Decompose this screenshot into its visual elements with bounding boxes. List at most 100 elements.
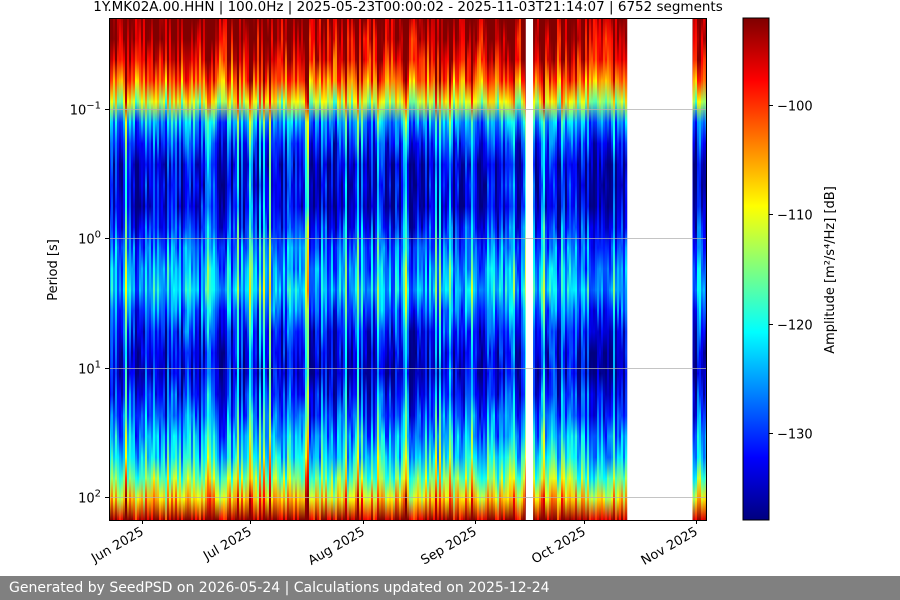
heatmap-column: [695, 18, 698, 520]
heatmap-column: [289, 18, 292, 520]
heatmap-column: [425, 18, 428, 520]
heatmap-column: [403, 18, 406, 520]
heatmap-column: [305, 18, 308, 520]
heatmap-column: [241, 18, 244, 520]
heatmap-column: [271, 18, 274, 520]
heatmap-column: [219, 18, 222, 520]
heatmap-column: [299, 18, 302, 520]
heatmap-column: [557, 18, 560, 520]
heatmap-column: [453, 18, 456, 520]
heatmap-column: [281, 18, 284, 520]
heatmap-column: [301, 18, 304, 520]
heatmap-column: [565, 18, 568, 520]
heatmap-column: [303, 18, 306, 520]
heatmap-column: [355, 18, 358, 520]
heatmap-column: [701, 18, 704, 520]
heatmap-column: [235, 18, 238, 520]
heatmap-column: [221, 18, 224, 520]
y-axis-label: Period [s]: [46, 239, 61, 301]
heatmap-column: [503, 18, 506, 520]
heatmap-column: [175, 18, 178, 520]
heatmap-column: [279, 18, 282, 520]
heatmap-column: [153, 18, 156, 520]
heatmap-column: [393, 18, 396, 520]
heatmap-column: [703, 18, 706, 520]
heatmap-column: [313, 18, 316, 520]
heatmap-column: [319, 18, 322, 520]
heatmap-column: [215, 18, 218, 520]
heatmap-column: [477, 18, 480, 520]
heatmap-column: [259, 18, 262, 520]
heatmap-column: [381, 18, 384, 520]
heatmap-column: [591, 18, 594, 520]
heatmap-column: [239, 18, 242, 520]
heatmap-column: [295, 18, 298, 520]
heatmap-column: [459, 18, 462, 520]
heatmap-column: [397, 18, 400, 520]
heatmap-column: [277, 18, 280, 520]
heatmap-column: [191, 18, 194, 520]
heatmap-column: [407, 18, 410, 520]
heatmap-column: [439, 18, 442, 520]
heatmap-column: [227, 18, 230, 520]
heatmap-column: [583, 18, 586, 520]
x-tick-label: Aug 2025: [306, 524, 368, 568]
heatmap-column: [487, 18, 490, 520]
heatmap-column: [413, 18, 416, 520]
heatmap-column: [441, 18, 444, 520]
chart-title: 1Y.MK02A.00.HHN | 100.0Hz | 2025-05-23T0…: [93, 0, 723, 15]
heatmap-column: [243, 18, 246, 520]
heatmap-column: [399, 18, 402, 520]
heatmap-column: [159, 18, 162, 520]
heatmap-column: [533, 18, 536, 520]
heatmap-column: [353, 18, 356, 520]
colorbar-tick-label: −120: [777, 319, 813, 334]
heatmap-column: [213, 18, 216, 520]
heatmap-column: [139, 18, 142, 520]
heatmap-column: [489, 18, 492, 520]
heatmap-column: [125, 18, 128, 520]
heatmap-column: [383, 18, 386, 520]
heatmap-column: [693, 18, 696, 520]
heatmap-column: [331, 18, 334, 520]
heatmap-column: [265, 18, 268, 520]
heatmap-column: [447, 18, 450, 520]
heatmap-column: [135, 18, 138, 520]
heatmap-column: [275, 18, 278, 520]
heatmap-column: [363, 18, 366, 520]
heatmap-column: [217, 18, 220, 520]
heatmap-column: [151, 18, 154, 520]
heatmap-column: [469, 18, 472, 520]
heatmap-column: [515, 18, 518, 520]
heatmap-column: [461, 18, 464, 520]
heatmap-column: [549, 18, 552, 520]
heatmap-column: [585, 18, 588, 520]
heatmap-column: [177, 18, 180, 520]
heatmap-column: [269, 18, 272, 520]
heatmap-column: [571, 18, 574, 520]
colorbar-tick-label: −130: [777, 428, 813, 443]
heatmap-column: [521, 18, 524, 520]
heatmap-column: [501, 18, 504, 520]
heatmap-column: [119, 18, 122, 520]
heatmap-column: [429, 18, 432, 520]
x-tick-label: Nov 2025: [639, 524, 701, 568]
heatmap-column: [517, 18, 520, 520]
heatmap-column: [377, 18, 380, 520]
heatmap-column: [427, 18, 430, 520]
heatmap-column: [471, 18, 474, 520]
heatmap-column: [247, 18, 250, 520]
heatmap-column: [401, 18, 404, 520]
heatmap-column: [467, 18, 470, 520]
heatmap-column: [141, 18, 144, 520]
heatmap-column: [421, 18, 424, 520]
heatmap-column: [563, 18, 566, 520]
heatmap-column: [559, 18, 562, 520]
heatmap-column: [449, 18, 452, 520]
heatmap-column: [555, 18, 558, 520]
heatmap-column: [605, 18, 608, 520]
heatmap-column: [373, 18, 376, 520]
heatmap-column: [209, 18, 212, 520]
heatmap-column: [507, 18, 510, 520]
heatmap-column: [263, 18, 266, 520]
